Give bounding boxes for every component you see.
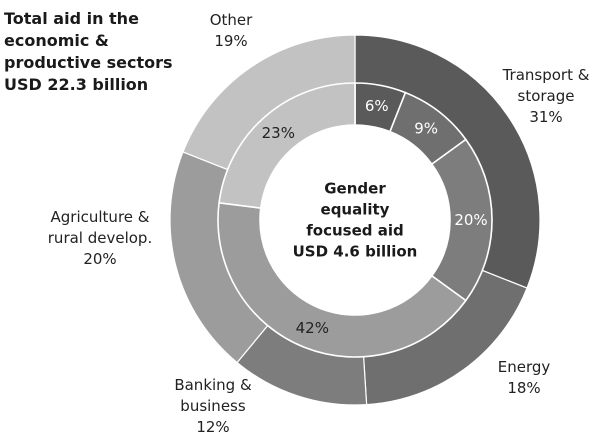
outer-category-label: Transport & storage 31% bbox=[502, 66, 590, 126]
inner-slice bbox=[217, 201, 467, 358]
center-text-line: Gender bbox=[324, 180, 386, 198]
title-line: productive sectors bbox=[4, 53, 173, 72]
center-text-line: focused aid bbox=[306, 222, 403, 240]
outer-category-label: Other 19% bbox=[210, 11, 253, 50]
inner-value-label: 9% bbox=[414, 119, 438, 137]
center-label: Gender equality focused aid USD 4.6 billion bbox=[293, 180, 418, 261]
center-text-line: equality bbox=[321, 201, 390, 219]
title-line: USD 22.3 billion bbox=[4, 75, 149, 94]
title-line: economic & bbox=[4, 31, 109, 50]
center-text-line: USD 4.6 billion bbox=[293, 243, 418, 261]
inner-value-label: 6% bbox=[365, 97, 389, 115]
chart-title: Total aid in the economic & productive s… bbox=[4, 8, 194, 96]
outer-ring bbox=[169, 34, 541, 406]
outer-category-label: Banking & business 12% bbox=[174, 376, 252, 436]
slice-labels: 6% 9% 20% 42% 23% Transport & storage 31% Energy… bbox=[48, 11, 590, 436]
inner-value-label: 20% bbox=[454, 211, 487, 229]
inner-ring bbox=[217, 82, 493, 358]
inner-value-label: 42% bbox=[296, 319, 329, 337]
outer-category-label: Energy 18% bbox=[498, 358, 551, 397]
outer-category-label: Agriculture & rural develop. 20% bbox=[48, 208, 152, 268]
inner-value-label: 23% bbox=[262, 124, 295, 142]
inner-slice bbox=[218, 82, 356, 209]
title-line: Total aid in the bbox=[4, 9, 139, 28]
